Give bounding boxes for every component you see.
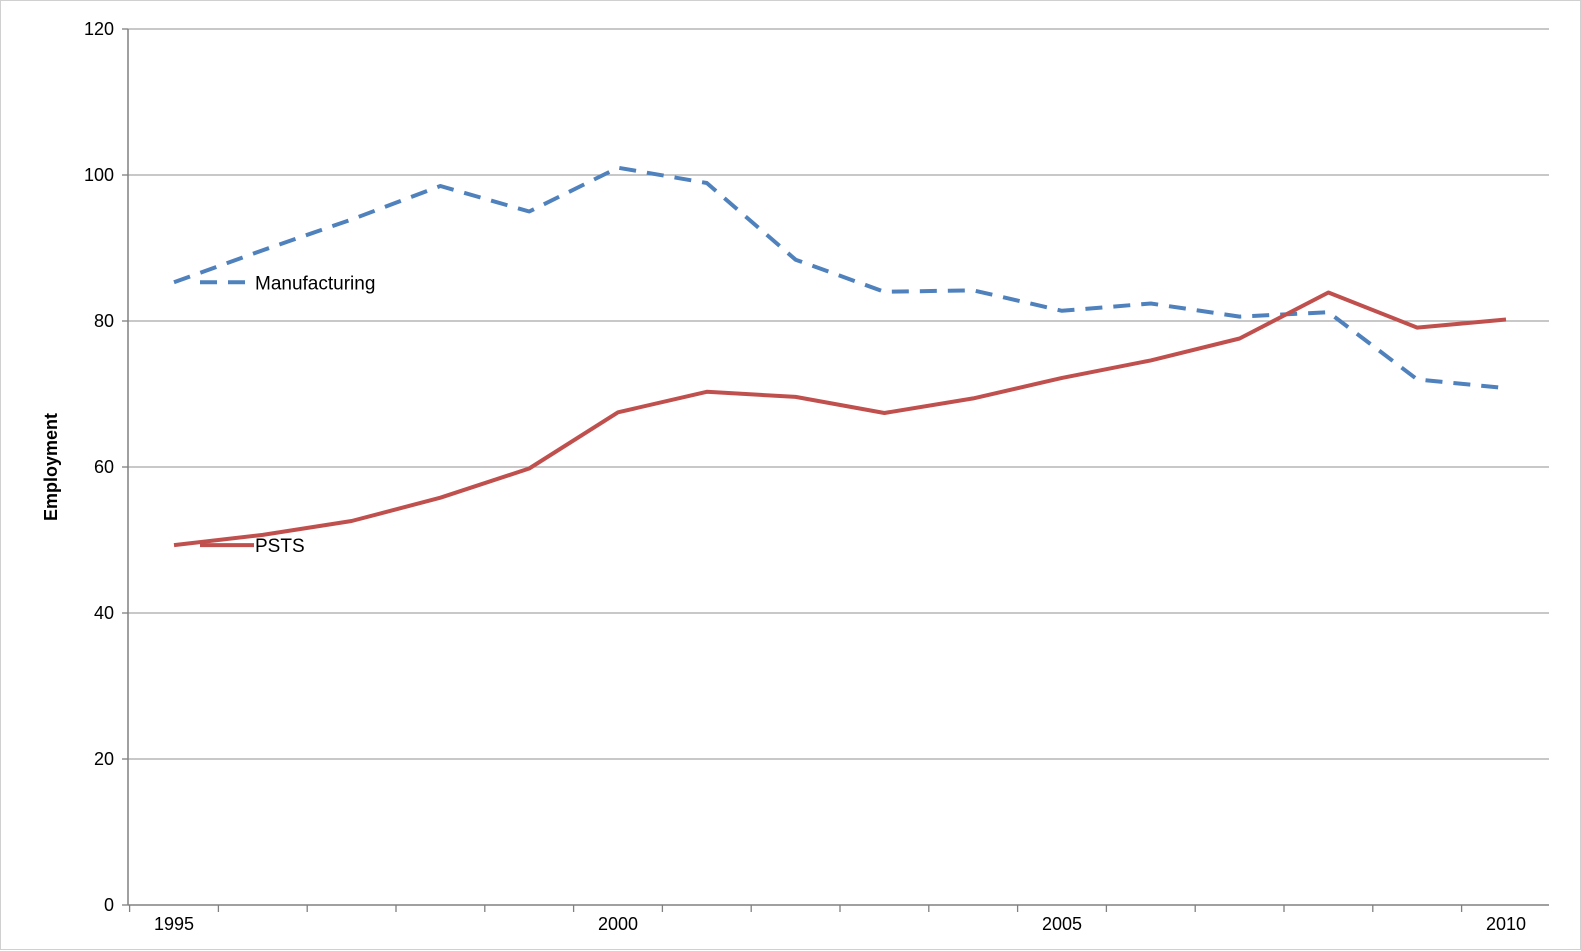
y-tick-label-60: 60	[94, 457, 114, 477]
x-tick-labels: 1995 2000 2005 2010	[154, 914, 1526, 934]
x-tick-label-2010: 2010	[1486, 914, 1526, 934]
y-tick-label-40: 40	[94, 603, 114, 623]
inline-legend: Manufacturing PSTS	[200, 273, 375, 557]
y-tick-label-20: 20	[94, 749, 114, 769]
series-label-manufacturing: Manufacturing	[255, 273, 375, 294]
gridlines	[128, 28, 1549, 760]
y-tick-label-0: 0	[104, 895, 114, 915]
x-tick-label-2000: 2000	[598, 914, 638, 934]
y-tick-labels: 0 20 40 60 80 100 120	[84, 19, 114, 915]
series-line-psts	[173, 290, 1507, 548]
y-tick-label-120: 120	[84, 19, 114, 39]
x-tick-label-2005: 2005	[1042, 914, 1082, 934]
y-axis-title: Employment	[41, 413, 61, 521]
x-tick-label-1995: 1995	[154, 914, 194, 934]
axes	[122, 28, 1549, 912]
series-lines	[173, 165, 1507, 548]
y-tick-label-80: 80	[94, 311, 114, 331]
y-tick-label-100: 100	[84, 165, 114, 185]
series-label-psts: PSTS	[255, 536, 305, 557]
